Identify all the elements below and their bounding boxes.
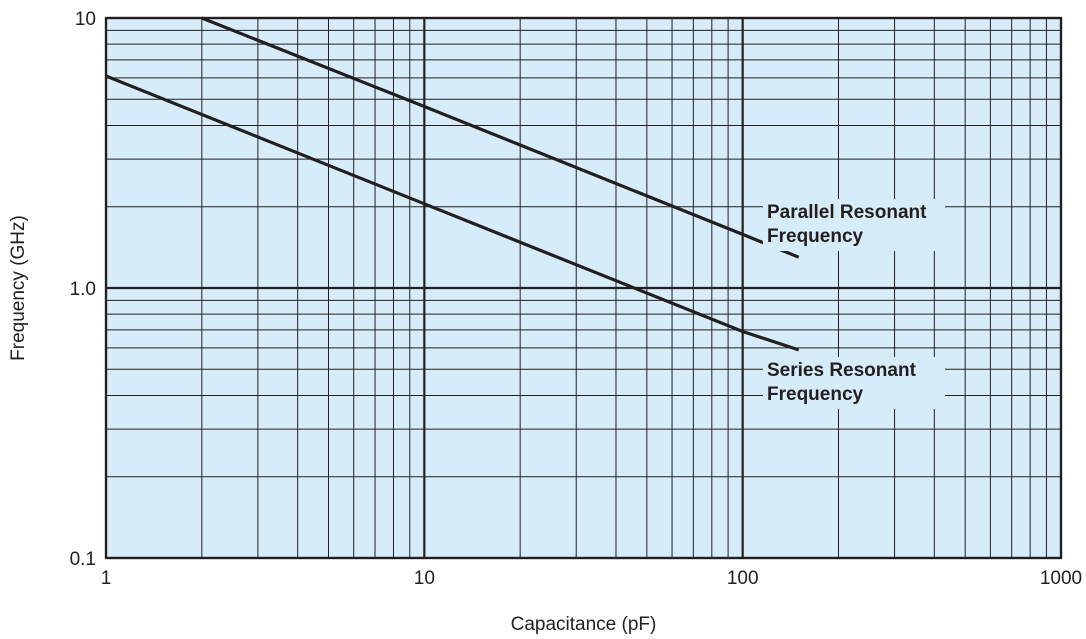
y-tick-label: 1.0 [70,279,96,300]
series-label-background [763,357,945,409]
y-tick-labels: 0.1 1.0 10 [70,9,96,570]
x-axis-title: Capacitance (pF) [511,614,657,635]
y-tick-label: 10 [75,9,96,30]
x-tick-label: 10 [414,568,435,589]
plot-frame [104,16,1063,560]
series-labels: Parallel Resonant Frequency Series Resonan… [763,199,945,409]
series-label-background [763,199,945,251]
series-label: Series Resonant [767,360,917,381]
x-tick-label: 1 [101,568,112,589]
x-tick-labels: 1 10 100 1000 [101,568,1082,589]
series-line-1 [105,74,800,352]
series-label: Frequency [767,226,864,247]
x-tick-label: 100 [727,568,759,589]
series-label: Frequency [767,384,864,405]
y-tick-label: 0.1 [70,549,96,570]
y-axis-title: Frequency (GHz) [8,215,29,361]
series-label: Parallel Resonant [767,202,927,223]
x-tick-label: 1000 [1040,568,1082,589]
